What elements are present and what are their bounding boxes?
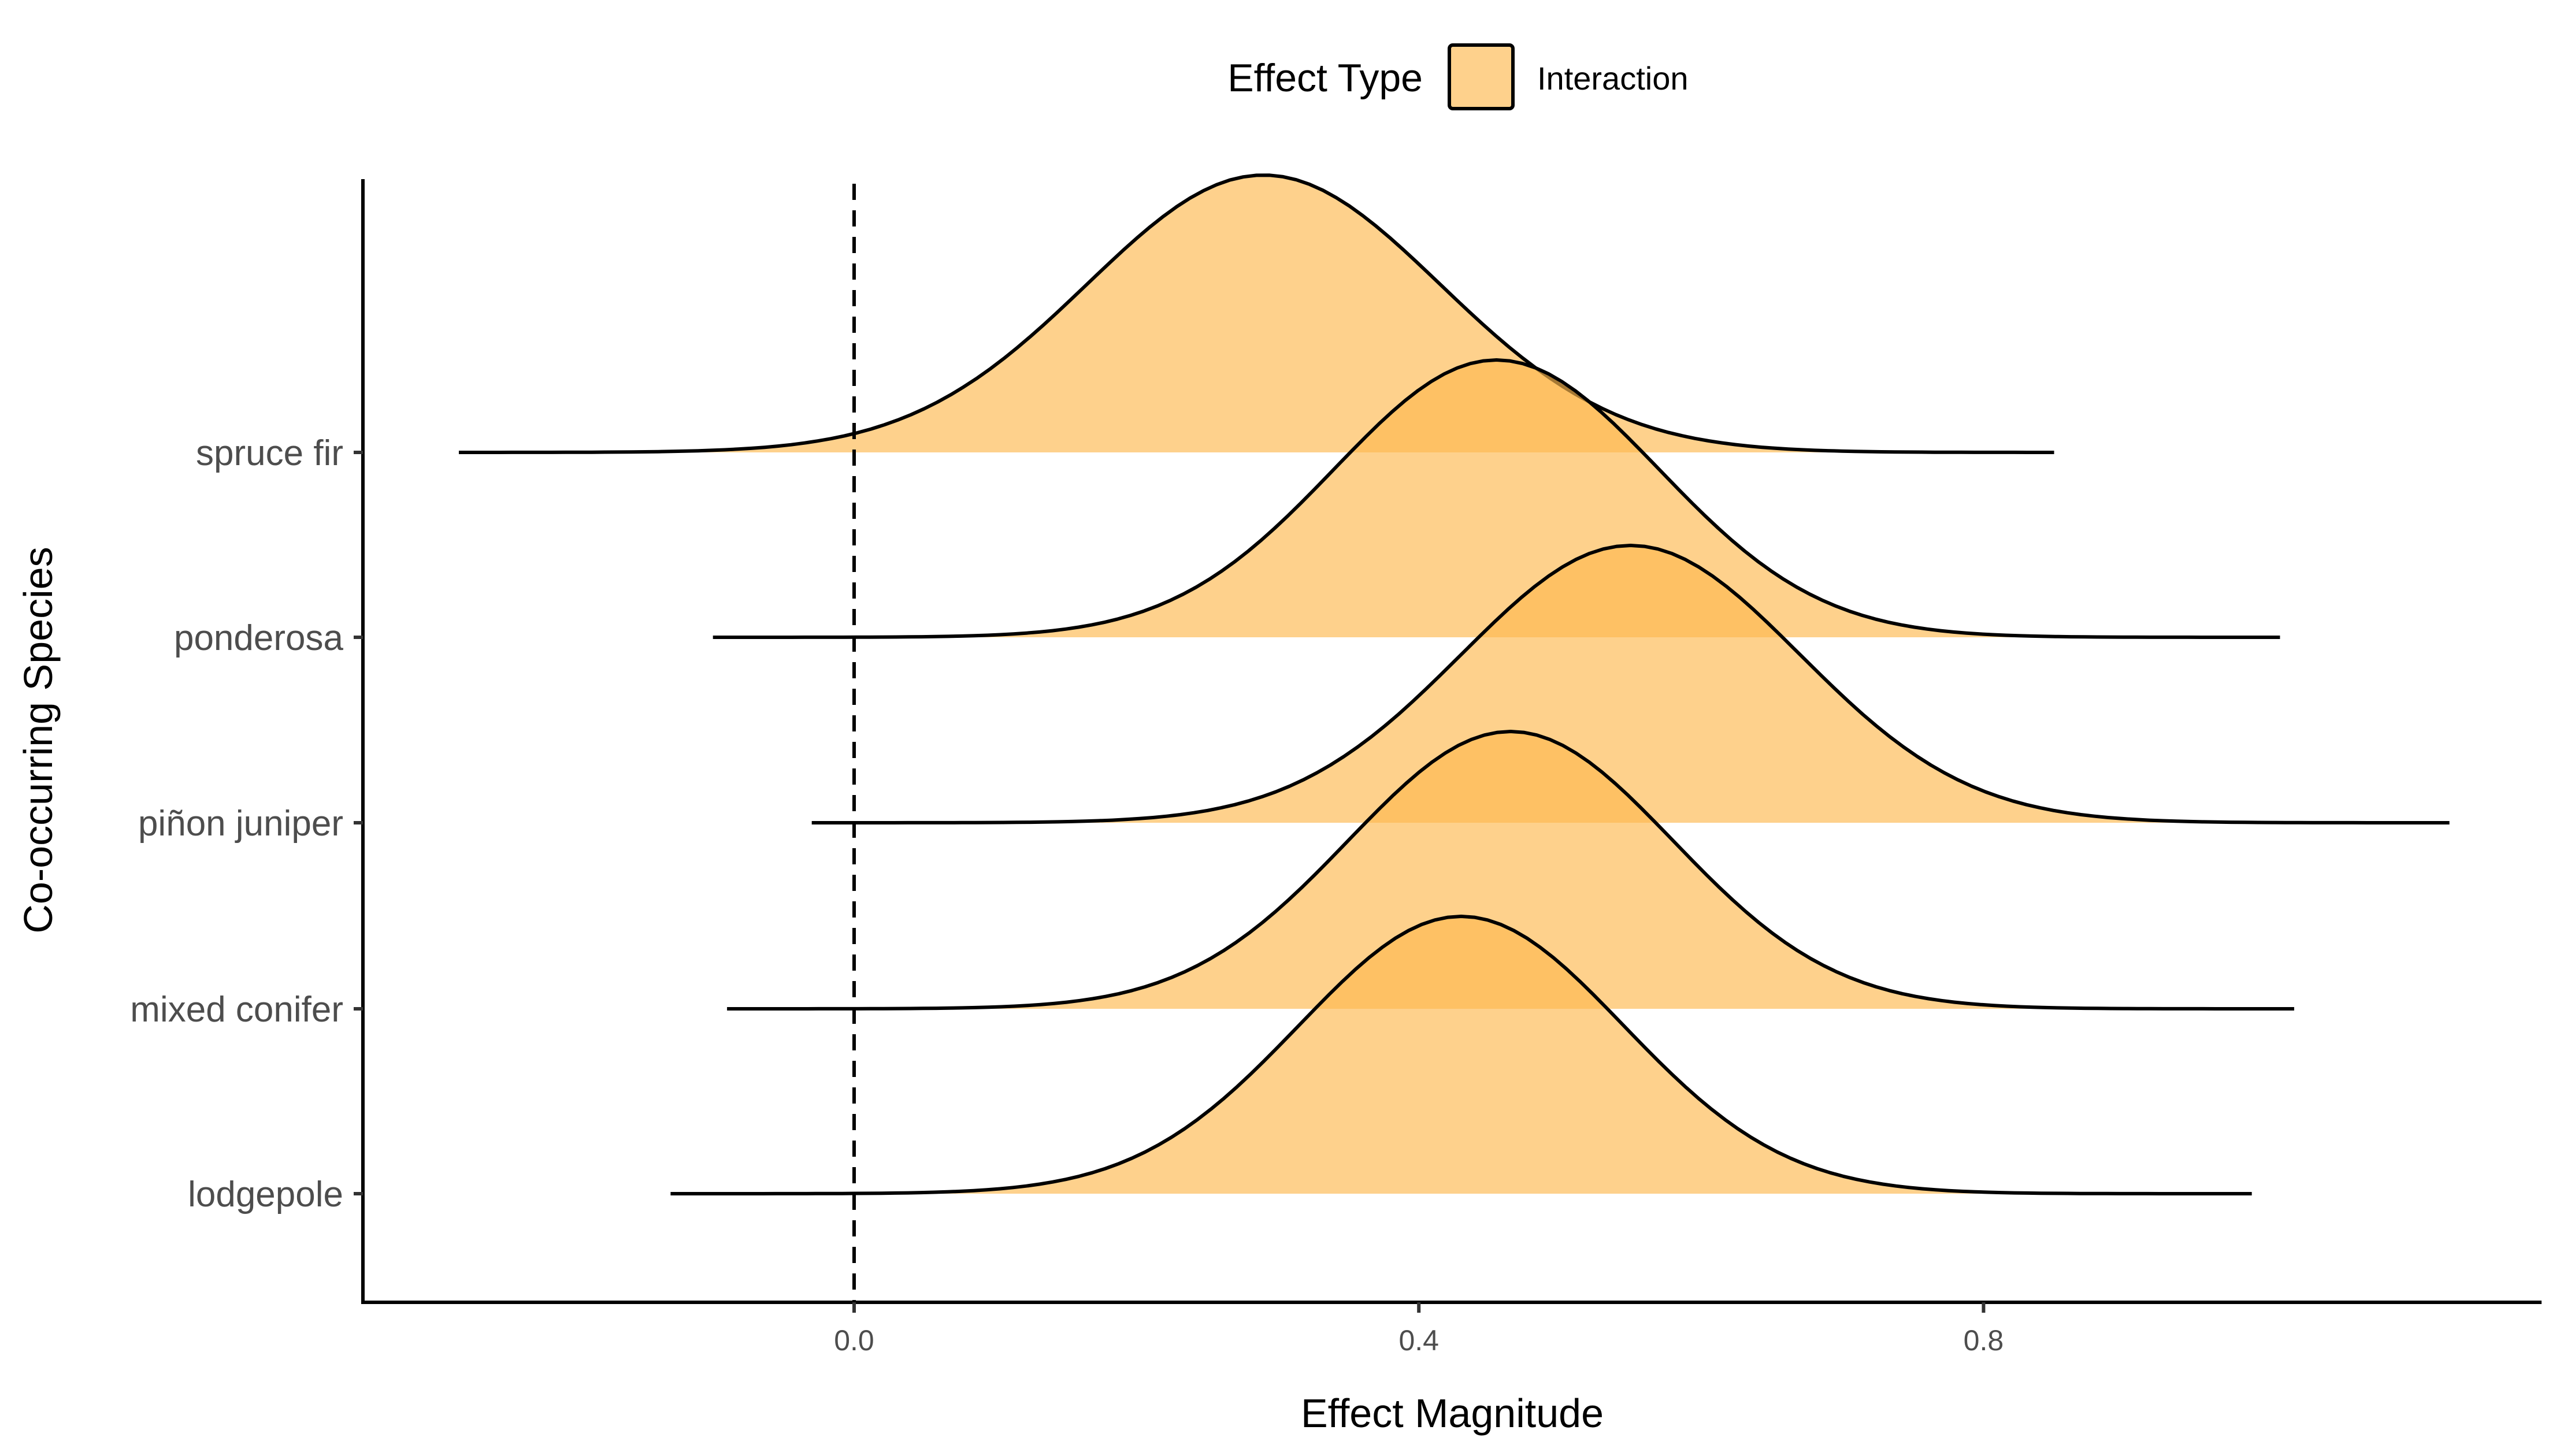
ridge-outline (727, 730, 2294, 1011)
ridge-lodgepole (670, 915, 2252, 1195)
ridge-ponderosa (713, 358, 2280, 639)
ridge-mixed-conifer (727, 730, 2294, 1011)
y-tick-label: ponderosa (174, 618, 344, 658)
y-tick-label: piñon juniper (138, 804, 343, 844)
x-tick-label: 0.8 (1964, 1324, 2004, 1357)
legend-entry-label: Interaction (1537, 60, 1689, 96)
x-axis-ticks: 0.0 0.4 0.8 (834, 1302, 2004, 1357)
ridge-area (459, 175, 2054, 452)
y-axis-title: Co-occurring Species (16, 547, 61, 933)
ridge-spruce-fir (459, 173, 2054, 454)
ridge-area (727, 731, 2294, 1009)
y-tick-label: spruce fir (196, 433, 343, 473)
ridge-outline (670, 915, 2252, 1195)
y-axis-ticks: lodgepole mixed conifer piñon juniper ponde… (130, 433, 363, 1214)
ridge-piñon-juniper (811, 544, 2450, 824)
ridge-outline (811, 544, 2450, 824)
ridge-area (811, 545, 2450, 823)
ridge-area (670, 916, 2252, 1194)
ridges (459, 173, 2450, 1195)
x-axis-title: Effect Magnitude (1301, 1391, 1604, 1436)
ridge-outline (459, 173, 2054, 454)
x-tick-label: 0.4 (1398, 1324, 1439, 1357)
y-tick-label: mixed conifer (130, 990, 343, 1030)
ridge-area (713, 360, 2280, 637)
legend: Effect Type Interaction (1227, 43, 1689, 110)
legend-title: Effect Type (1227, 56, 1423, 100)
x-tick-label: 0.0 (834, 1324, 874, 1357)
ridge-outline (713, 358, 2280, 639)
legend-swatch (1448, 43, 1515, 110)
y-tick-label: lodgepole (188, 1175, 343, 1214)
